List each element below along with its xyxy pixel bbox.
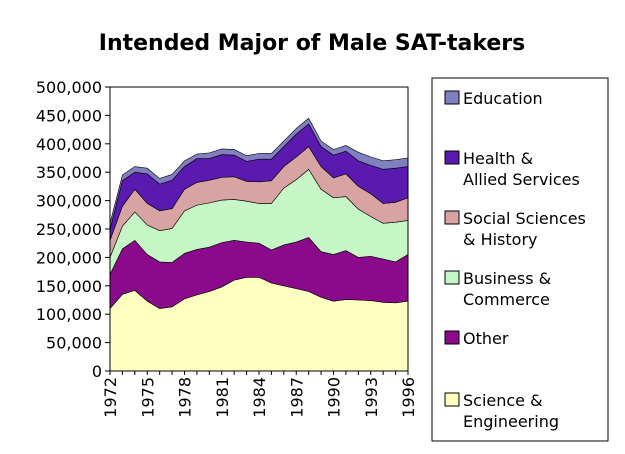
y-tick-label: 450,000 — [36, 106, 102, 125]
y-tick-label: 250,000 — [36, 220, 102, 239]
chart-title: Intended Major of Male SAT-takers — [99, 31, 525, 56]
x-tick-label: 1996 — [399, 377, 418, 418]
y-tick-label: 500,000 — [36, 78, 102, 97]
x-tick-label: 1984 — [250, 377, 269, 418]
legend-swatch-other — [444, 330, 460, 345]
legend-label-health-and-allied-services: Health & Allied Services — [463, 149, 580, 189]
areas-layer — [109, 87, 409, 372]
y-tick-label: 150,000 — [36, 277, 102, 296]
legend-label-business-and-commerce: Business & Commerce — [463, 269, 551, 309]
y-tick-label: 350,000 — [36, 163, 102, 182]
legend-label-science-and-engineering: Science & Engineering — [463, 391, 559, 431]
axes-layer: 0 50,000 100,000 150,000 200,000 250,000 300,0… — [36, 78, 418, 418]
y-tick-label: 50,000 — [46, 334, 102, 353]
x-tick-label: 1981 — [213, 377, 232, 418]
y-tick-label: 100,000 — [36, 305, 102, 324]
legend-swatch-business-and-commerce — [444, 270, 460, 285]
x-tick-label: 1975 — [138, 377, 157, 418]
x-tick-label: 1972 — [101, 377, 120, 418]
legend-swatch-science-and-engineering — [444, 392, 460, 407]
y-tick-label: 200,000 — [36, 248, 102, 267]
legend-swatch-social-sciences-and-history — [444, 210, 460, 225]
legend-swatch-health-and-allied-services — [444, 150, 460, 165]
y-tick-label: 300,000 — [36, 192, 102, 211]
x-tick-label: 1987 — [287, 377, 306, 418]
legend-swatch-education — [444, 90, 460, 105]
legend-label-education: Education — [463, 89, 543, 108]
y-tick-label: 400,000 — [36, 135, 102, 154]
legend-label-other: Other — [463, 329, 509, 348]
x-tick-label: 1978 — [176, 377, 195, 418]
y-tick-label: 0 — [92, 362, 102, 381]
legend-box — [431, 77, 609, 442]
x-tick-label: 1993 — [362, 377, 381, 418]
x-tick-label: 1990 — [325, 377, 344, 418]
legend-label-social-sciences-and-history: Social Sciences & History — [463, 209, 586, 249]
legend: Education Health & Allied Services Social S… — [431, 77, 609, 442]
